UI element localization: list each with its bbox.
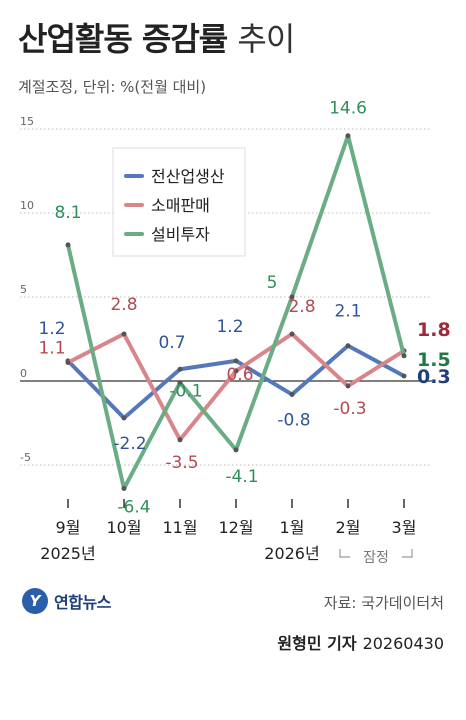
data-point — [345, 133, 351, 139]
data-label: 0.6 — [226, 365, 253, 385]
data-point — [65, 242, 71, 248]
data-label: 1.5 — [417, 349, 451, 371]
data-point — [233, 368, 239, 374]
x-tick-label: 9월 — [56, 518, 81, 537]
data-point — [289, 331, 295, 337]
page-title: 산업활동 증감률 추이 — [18, 14, 295, 60]
legend-box — [112, 147, 246, 257]
x-tick-label: 10월 — [106, 518, 141, 537]
data-point — [233, 358, 239, 364]
data-point — [177, 437, 183, 443]
data-label: 1.2 — [216, 317, 243, 337]
x-tick-label: 12월 — [218, 518, 253, 537]
data-point — [121, 486, 127, 492]
data-point — [233, 447, 239, 453]
legend-label: 전산업생산 — [151, 167, 225, 186]
y-tick-label: 15 — [20, 115, 34, 128]
data-point — [177, 366, 183, 372]
data-point — [401, 353, 407, 359]
title-suffix: 추이 — [237, 20, 295, 58]
y-tick-label: 10 — [20, 199, 34, 212]
data-point — [289, 391, 295, 397]
data-label: -0.8 — [277, 410, 310, 430]
x-tick-label: 1월 — [280, 518, 305, 537]
yonhap-logo-icon: Y — [22, 588, 48, 614]
x-tick-label: 3월 — [392, 518, 417, 537]
data-point — [289, 294, 295, 300]
x-tick-label: 2월 — [336, 518, 361, 537]
data-label: 0.3 — [417, 366, 451, 388]
data-point — [65, 360, 71, 366]
y-tick-label: 5 — [20, 283, 27, 296]
provisional-bracket-right — [402, 549, 413, 558]
logo-text: 연합뉴스 — [54, 593, 111, 612]
data-point — [345, 383, 351, 389]
year-label: 2025년 — [40, 544, 95, 563]
publisher-logo: Y 연합뉴스 — [22, 588, 111, 614]
title-main: 산업활동 증감률 — [18, 20, 228, 58]
y-tick-label: -5 — [20, 451, 31, 464]
data-label: 1.8 — [417, 319, 451, 341]
data-label: 2.1 — [334, 302, 361, 322]
data-point — [401, 373, 407, 379]
data-label: -3.5 — [165, 453, 198, 473]
reporter-name: 원형민 기자 — [277, 634, 357, 653]
data-label: -6.4 — [117, 498, 150, 518]
publish-date: 20260430 — [362, 634, 444, 653]
data-label: 1.2 — [38, 319, 65, 339]
data-label: 14.6 — [329, 99, 367, 119]
data-label: 5 — [267, 273, 278, 293]
data-label: 1.1 — [38, 339, 65, 359]
data-label: -2.2 — [113, 434, 146, 454]
data-point — [121, 331, 127, 337]
x-tick-label: 11월 — [162, 518, 197, 537]
data-point — [121, 415, 127, 421]
provisional-bracket-left — [339, 549, 350, 558]
data-label: 2.8 — [110, 295, 137, 315]
legend-label: 설비투자 — [151, 225, 210, 244]
data-source: 자료: 국가데이터처 — [323, 594, 444, 612]
data-point — [345, 343, 351, 349]
data-label: 2.8 — [288, 297, 315, 317]
provisional-note: 잠정 — [363, 550, 389, 566]
data-point — [177, 380, 183, 386]
data-label: 0.7 — [158, 333, 185, 353]
data-label: 8.1 — [54, 203, 81, 223]
data-label: -0.3 — [333, 399, 366, 419]
data-label: -4.1 — [225, 467, 258, 487]
year-label: 2026년 — [264, 544, 319, 563]
y-tick-label: 0 — [20, 367, 27, 380]
chart-subtitle: 계절조정, 단위: %(전월 대비) — [18, 78, 207, 96]
legend-label: 소매판매 — [151, 196, 210, 215]
data-label: -0.1 — [169, 382, 202, 402]
byline: 원형민 기자 20260430 — [277, 630, 444, 654]
